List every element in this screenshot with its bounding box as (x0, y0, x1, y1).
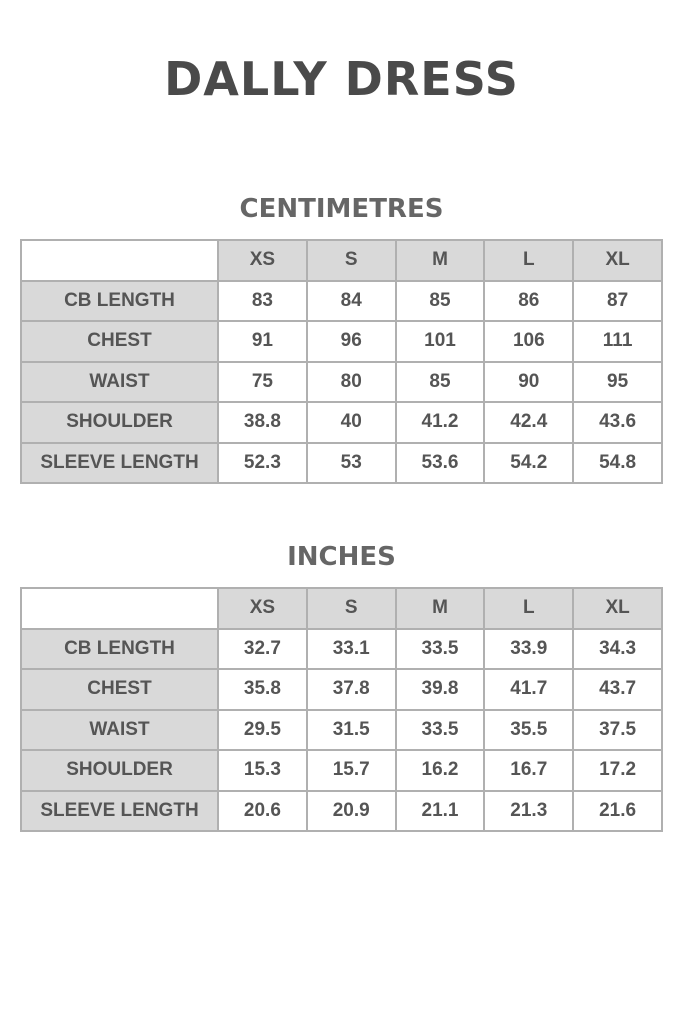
table-cell: 90 (483, 360, 575, 403)
row-label: SHOULDER (20, 401, 219, 444)
table-cell: 42.4 (483, 401, 575, 444)
table-cell: 53 (305, 441, 397, 484)
size-header-xs: XS (217, 239, 308, 282)
table-cell: 41.2 (394, 401, 486, 444)
table-row: SHOULDER 38.8 40 41.2 42.4 43.6 (20, 401, 663, 444)
table-cell: 87 (572, 279, 663, 322)
table-cell: 15.7 (305, 749, 397, 792)
row-label: SLEEVE LENGTH (20, 789, 219, 832)
section-heading-centimetres: CENTIMETRES (239, 194, 444, 224)
table-cell: 54.8 (572, 441, 663, 484)
table-cell: 38.8 (217, 401, 308, 444)
table-cell: 41.7 (483, 668, 575, 711)
table-cell: 80 (305, 360, 397, 403)
table-cell: 35.8 (217, 668, 308, 711)
table-cell: 101 (394, 320, 486, 363)
row-label: CHEST (20, 320, 219, 363)
table-cell: 21.6 (572, 789, 663, 832)
table-cell: 21.1 (394, 789, 486, 832)
table-cell: 32.7 (217, 627, 308, 670)
table-cell: 84 (305, 279, 397, 322)
corner-cell (20, 239, 219, 282)
table-cell: 34.3 (572, 627, 663, 670)
page-title: DALLY DRESS (164, 52, 519, 106)
table-cell: 35.5 (483, 708, 575, 751)
table-cell: 33.9 (483, 627, 575, 670)
row-label: CB LENGTH (20, 279, 219, 322)
size-header-s: S (305, 239, 397, 282)
table-row: WAIST 75 80 85 90 95 (20, 360, 663, 403)
table-cell: 37.8 (305, 668, 397, 711)
table-cell: 37.5 (572, 708, 663, 751)
table-row: SLEEVE LENGTH 52.3 53 53.6 54.2 54.8 (20, 441, 663, 484)
table-cell: 75 (217, 360, 308, 403)
table-cell: 33.5 (394, 708, 486, 751)
size-header-l: L (483, 587, 575, 630)
table-cell: 16.7 (483, 749, 575, 792)
size-header-l: L (483, 239, 575, 282)
header-row: XS S M L XL (20, 587, 663, 630)
table-row: CHEST 35.8 37.8 39.8 41.7 43.7 (20, 668, 663, 711)
row-label: SHOULDER (20, 749, 219, 792)
size-header-s: S (305, 587, 397, 630)
table-cell: 53.6 (394, 441, 486, 484)
row-label: SLEEVE LENGTH (20, 441, 219, 484)
table-cell: 15.3 (217, 749, 308, 792)
header-row: XS S M L XL (20, 239, 663, 282)
corner-cell (20, 587, 219, 630)
table-cell: 86 (483, 279, 575, 322)
table-cell: 95 (572, 360, 663, 403)
row-label: WAIST (20, 708, 219, 751)
table-cell: 54.2 (483, 441, 575, 484)
table-cell: 39.8 (394, 668, 486, 711)
table-cell: 20.9 (305, 789, 397, 832)
table-row: SHOULDER 15.3 15.7 16.2 16.7 17.2 (20, 749, 663, 792)
size-table-inches: XS S M L XL CB LENGTH 32.7 33.1 33.5 33.9 34.3 CHES… (20, 587, 663, 832)
size-header-xs: XS (217, 587, 308, 630)
table-cell: 43.7 (572, 668, 663, 711)
section-heading-inches: INCHES (287, 542, 396, 572)
row-label: WAIST (20, 360, 219, 403)
size-header-m: M (394, 587, 486, 630)
table-row: CB LENGTH 32.7 33.1 33.5 33.9 34.3 (20, 627, 663, 670)
table-row: SLEEVE LENGTH 20.6 20.9 21.1 21.3 21.6 (20, 789, 663, 832)
table-cell: 21.3 (483, 789, 575, 832)
table-cell: 16.2 (394, 749, 486, 792)
size-header-xl: XL (572, 239, 663, 282)
row-label: CHEST (20, 668, 219, 711)
table-cell: 96 (305, 320, 397, 363)
table-row: WAIST 29.5 31.5 33.5 35.5 37.5 (20, 708, 663, 751)
table-cell: 29.5 (217, 708, 308, 751)
table-cell: 111 (572, 320, 663, 363)
size-table-centimetres: XS S M L XL CB LENGTH 83 84 85 86 87 CHEST 91 96 101 10… (20, 239, 663, 484)
size-header-m: M (394, 239, 486, 282)
table-cell: 83 (217, 279, 308, 322)
table-cell: 33.1 (305, 627, 397, 670)
table-cell: 17.2 (572, 749, 663, 792)
table-row: CHEST 91 96 101 106 111 (20, 320, 663, 363)
table-cell: 52.3 (217, 441, 308, 484)
table-cell: 33.5 (394, 627, 486, 670)
row-label: CB LENGTH (20, 627, 219, 670)
table-cell: 31.5 (305, 708, 397, 751)
table-row: CB LENGTH 83 84 85 86 87 (20, 279, 663, 322)
table-cell: 43.6 (572, 401, 663, 444)
table-cell: 85 (394, 279, 486, 322)
size-header-xl: XL (572, 587, 663, 630)
table-cell: 40 (305, 401, 397, 444)
table-cell: 106 (483, 320, 575, 363)
table-cell: 91 (217, 320, 308, 363)
table-cell: 20.6 (217, 789, 308, 832)
table-cell: 85 (394, 360, 486, 403)
